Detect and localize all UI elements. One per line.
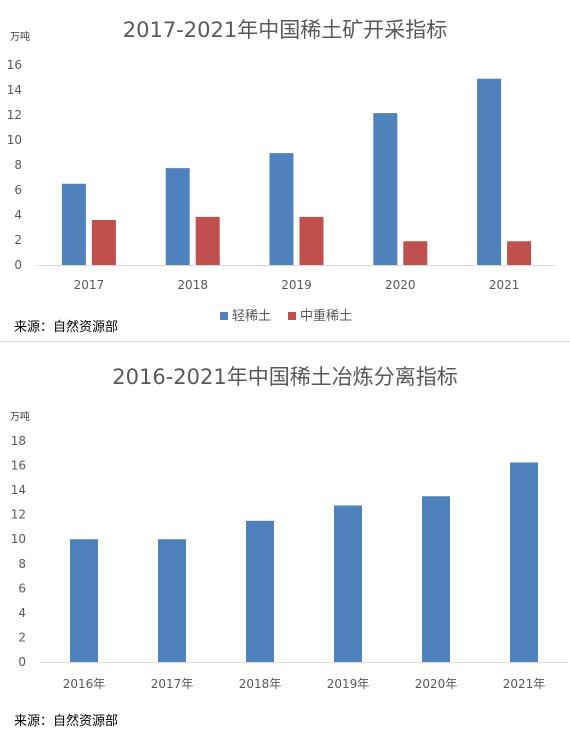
y-tick-label: 18 bbox=[11, 434, 26, 448]
y-tick-label: 16 bbox=[11, 459, 26, 473]
y-tick-label: 4 bbox=[14, 208, 22, 222]
y-tick-label: 6 bbox=[14, 183, 22, 197]
legend-swatch bbox=[288, 312, 296, 320]
y-unit-label: 万吨 bbox=[10, 412, 30, 423]
legend-swatch bbox=[220, 312, 228, 320]
bar bbox=[91, 220, 116, 265]
y-tick-label: 6 bbox=[18, 581, 26, 595]
divider bbox=[0, 341, 570, 342]
bar bbox=[70, 539, 98, 662]
bar bbox=[299, 216, 324, 265]
y-tick-label: 16 bbox=[7, 58, 22, 72]
y-tick-label: 12 bbox=[7, 108, 22, 122]
y-tick-label: 12 bbox=[11, 508, 26, 522]
y-tick-label: 10 bbox=[7, 133, 22, 147]
bar bbox=[507, 241, 532, 265]
bar bbox=[246, 520, 274, 662]
x-tick-label: 2019 bbox=[281, 278, 312, 292]
bar bbox=[373, 113, 398, 265]
y-unit-label: 万吨 bbox=[10, 32, 30, 43]
chart-title: 2016-2021年中国稀土冶炼分离指标 bbox=[112, 365, 458, 389]
y-tick-label: 14 bbox=[11, 483, 26, 497]
y-tick-label: 4 bbox=[18, 606, 26, 620]
y-tick-label: 2 bbox=[14, 233, 22, 247]
chart-plot-mining: 0 2 4 6 8 10 12 14 16 2017 2018 2019 2020 2021 轻稀土 中重稀土 bbox=[7, 58, 556, 324]
x-tick-label: 2020 bbox=[385, 278, 416, 292]
chart-plot-smelting: 0 2 4 6 8 10 12 14 16 18 2016年 2017年 2018年 2019年 2020年… bbox=[11, 434, 568, 691]
bar bbox=[510, 462, 538, 662]
bar bbox=[477, 78, 502, 265]
bar bbox=[422, 496, 450, 662]
y-tick-label: 14 bbox=[7, 83, 22, 97]
x-tick-label: 2021年 bbox=[503, 677, 546, 691]
source-note: 来源：自然资源部 bbox=[14, 320, 119, 335]
x-tick-label: 2017 bbox=[74, 278, 105, 292]
legend-label: 中重稀土 bbox=[300, 308, 352, 324]
x-tick-label: 2019年 bbox=[327, 677, 370, 691]
legend-label: 轻稀土 bbox=[232, 309, 271, 324]
chart-title: 2017-2021年中国稀土矿开采指标 bbox=[122, 18, 448, 42]
bar bbox=[61, 183, 86, 265]
chart-panel-smelting: 2016-2021年中国稀土冶炼分离指标 万吨 0 2 4 6 8 10 12 14 16 18 2… bbox=[0, 346, 570, 736]
bar bbox=[165, 168, 190, 265]
y-tick-label: 10 bbox=[11, 532, 26, 546]
x-tick-label: 2018 bbox=[177, 278, 208, 292]
y-tick-label: 8 bbox=[18, 557, 26, 571]
x-tick-label: 2017年 bbox=[151, 677, 194, 691]
bar bbox=[158, 539, 186, 662]
x-tick-label: 2020年 bbox=[415, 677, 458, 691]
y-tick-label: 0 bbox=[14, 258, 22, 272]
y-tick-label: 2 bbox=[18, 630, 26, 644]
source-note: 来源：自然资源部 bbox=[14, 714, 119, 729]
bar bbox=[269, 153, 294, 265]
chart-panel-mining: 2017-2021年中国稀土矿开采指标 万吨 0 2 4 6 8 10 12 14 16 2017… bbox=[0, 0, 570, 340]
bar bbox=[334, 505, 362, 662]
y-tick-label: 0 bbox=[18, 655, 26, 669]
x-tick-label: 2021 bbox=[489, 278, 520, 292]
y-tick-label: 8 bbox=[14, 158, 22, 172]
bar bbox=[403, 241, 428, 265]
bar bbox=[195, 216, 220, 265]
x-tick-label: 2018年 bbox=[239, 677, 282, 691]
x-tick-label: 2016年 bbox=[63, 677, 106, 691]
